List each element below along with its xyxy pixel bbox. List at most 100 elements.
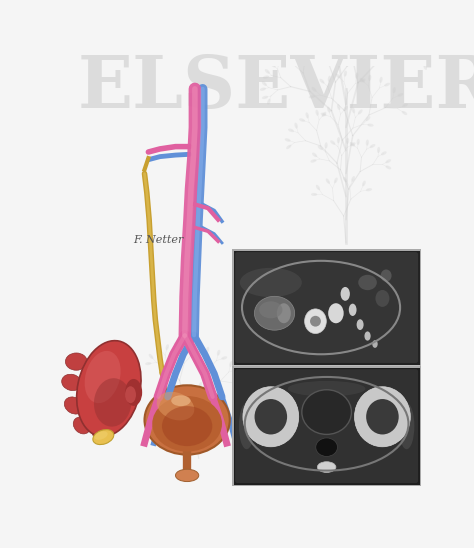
FancyBboxPatch shape	[232, 249, 421, 366]
Ellipse shape	[377, 147, 380, 153]
Ellipse shape	[415, 25, 419, 30]
Ellipse shape	[288, 381, 365, 396]
Ellipse shape	[398, 93, 403, 97]
Ellipse shape	[365, 116, 370, 121]
Ellipse shape	[328, 303, 344, 323]
Ellipse shape	[176, 409, 184, 415]
Ellipse shape	[149, 354, 154, 359]
Ellipse shape	[371, 62, 376, 66]
Ellipse shape	[243, 387, 299, 447]
Ellipse shape	[371, 4, 376, 9]
Ellipse shape	[310, 43, 313, 49]
Ellipse shape	[316, 438, 337, 456]
Ellipse shape	[426, 60, 432, 64]
Ellipse shape	[368, 75, 371, 81]
Ellipse shape	[381, 270, 392, 282]
Ellipse shape	[275, 62, 282, 65]
Ellipse shape	[316, 185, 320, 190]
Ellipse shape	[343, 177, 347, 182]
Ellipse shape	[337, 5, 343, 9]
Ellipse shape	[319, 79, 324, 83]
Ellipse shape	[387, 8, 392, 13]
Ellipse shape	[354, 37, 357, 43]
Ellipse shape	[305, 309, 326, 334]
Ellipse shape	[379, 77, 383, 83]
Ellipse shape	[206, 347, 209, 353]
Ellipse shape	[366, 13, 372, 17]
Ellipse shape	[394, 9, 398, 15]
Ellipse shape	[221, 356, 227, 360]
Ellipse shape	[367, 49, 373, 53]
Ellipse shape	[211, 386, 215, 392]
Ellipse shape	[421, 32, 426, 37]
Ellipse shape	[366, 140, 369, 146]
Ellipse shape	[157, 392, 194, 420]
Ellipse shape	[199, 382, 202, 388]
Ellipse shape	[306, 112, 309, 118]
Ellipse shape	[350, 142, 356, 146]
Ellipse shape	[355, 387, 410, 447]
Ellipse shape	[351, 176, 355, 182]
Ellipse shape	[409, 23, 413, 29]
Ellipse shape	[428, 52, 434, 54]
Ellipse shape	[380, 17, 386, 20]
Ellipse shape	[400, 12, 405, 16]
Ellipse shape	[325, 142, 328, 149]
Ellipse shape	[320, 36, 325, 41]
Ellipse shape	[301, 42, 304, 48]
Ellipse shape	[338, 38, 344, 43]
Ellipse shape	[355, 72, 358, 78]
Ellipse shape	[352, 107, 355, 113]
Ellipse shape	[344, 1, 347, 7]
Ellipse shape	[152, 396, 222, 452]
Ellipse shape	[360, 78, 365, 82]
FancyBboxPatch shape	[234, 368, 419, 484]
Ellipse shape	[310, 316, 321, 327]
Ellipse shape	[229, 361, 233, 367]
Ellipse shape	[248, 16, 254, 20]
Ellipse shape	[197, 350, 203, 353]
Ellipse shape	[262, 81, 267, 86]
Ellipse shape	[367, 123, 374, 127]
Ellipse shape	[259, 301, 283, 318]
FancyBboxPatch shape	[234, 250, 419, 364]
Ellipse shape	[385, 159, 391, 163]
Ellipse shape	[327, 107, 330, 113]
Ellipse shape	[358, 110, 363, 115]
Ellipse shape	[375, 290, 390, 307]
Ellipse shape	[162, 406, 212, 446]
Ellipse shape	[283, 49, 288, 54]
Ellipse shape	[77, 341, 141, 436]
Ellipse shape	[302, 390, 351, 435]
Ellipse shape	[255, 399, 287, 435]
Ellipse shape	[92, 425, 107, 441]
Ellipse shape	[322, 112, 326, 117]
Ellipse shape	[402, 111, 407, 115]
Ellipse shape	[65, 353, 87, 370]
FancyBboxPatch shape	[235, 369, 418, 483]
Ellipse shape	[260, 88, 266, 91]
Ellipse shape	[299, 118, 305, 122]
Ellipse shape	[333, 3, 336, 9]
Ellipse shape	[378, 10, 383, 15]
Ellipse shape	[301, 53, 307, 56]
Ellipse shape	[349, 304, 356, 316]
Ellipse shape	[85, 351, 120, 403]
Ellipse shape	[155, 407, 163, 414]
Ellipse shape	[248, 10, 254, 14]
Ellipse shape	[336, 73, 340, 78]
Ellipse shape	[365, 332, 371, 341]
Ellipse shape	[159, 396, 164, 401]
Ellipse shape	[237, 386, 242, 390]
Ellipse shape	[356, 139, 360, 145]
Ellipse shape	[125, 386, 136, 403]
Ellipse shape	[337, 137, 340, 143]
Ellipse shape	[324, 5, 327, 11]
Ellipse shape	[145, 362, 151, 365]
Ellipse shape	[265, 69, 270, 74]
Ellipse shape	[360, 78, 365, 83]
Ellipse shape	[372, 340, 378, 348]
Ellipse shape	[155, 405, 161, 408]
Ellipse shape	[313, 14, 317, 20]
Ellipse shape	[366, 399, 399, 435]
